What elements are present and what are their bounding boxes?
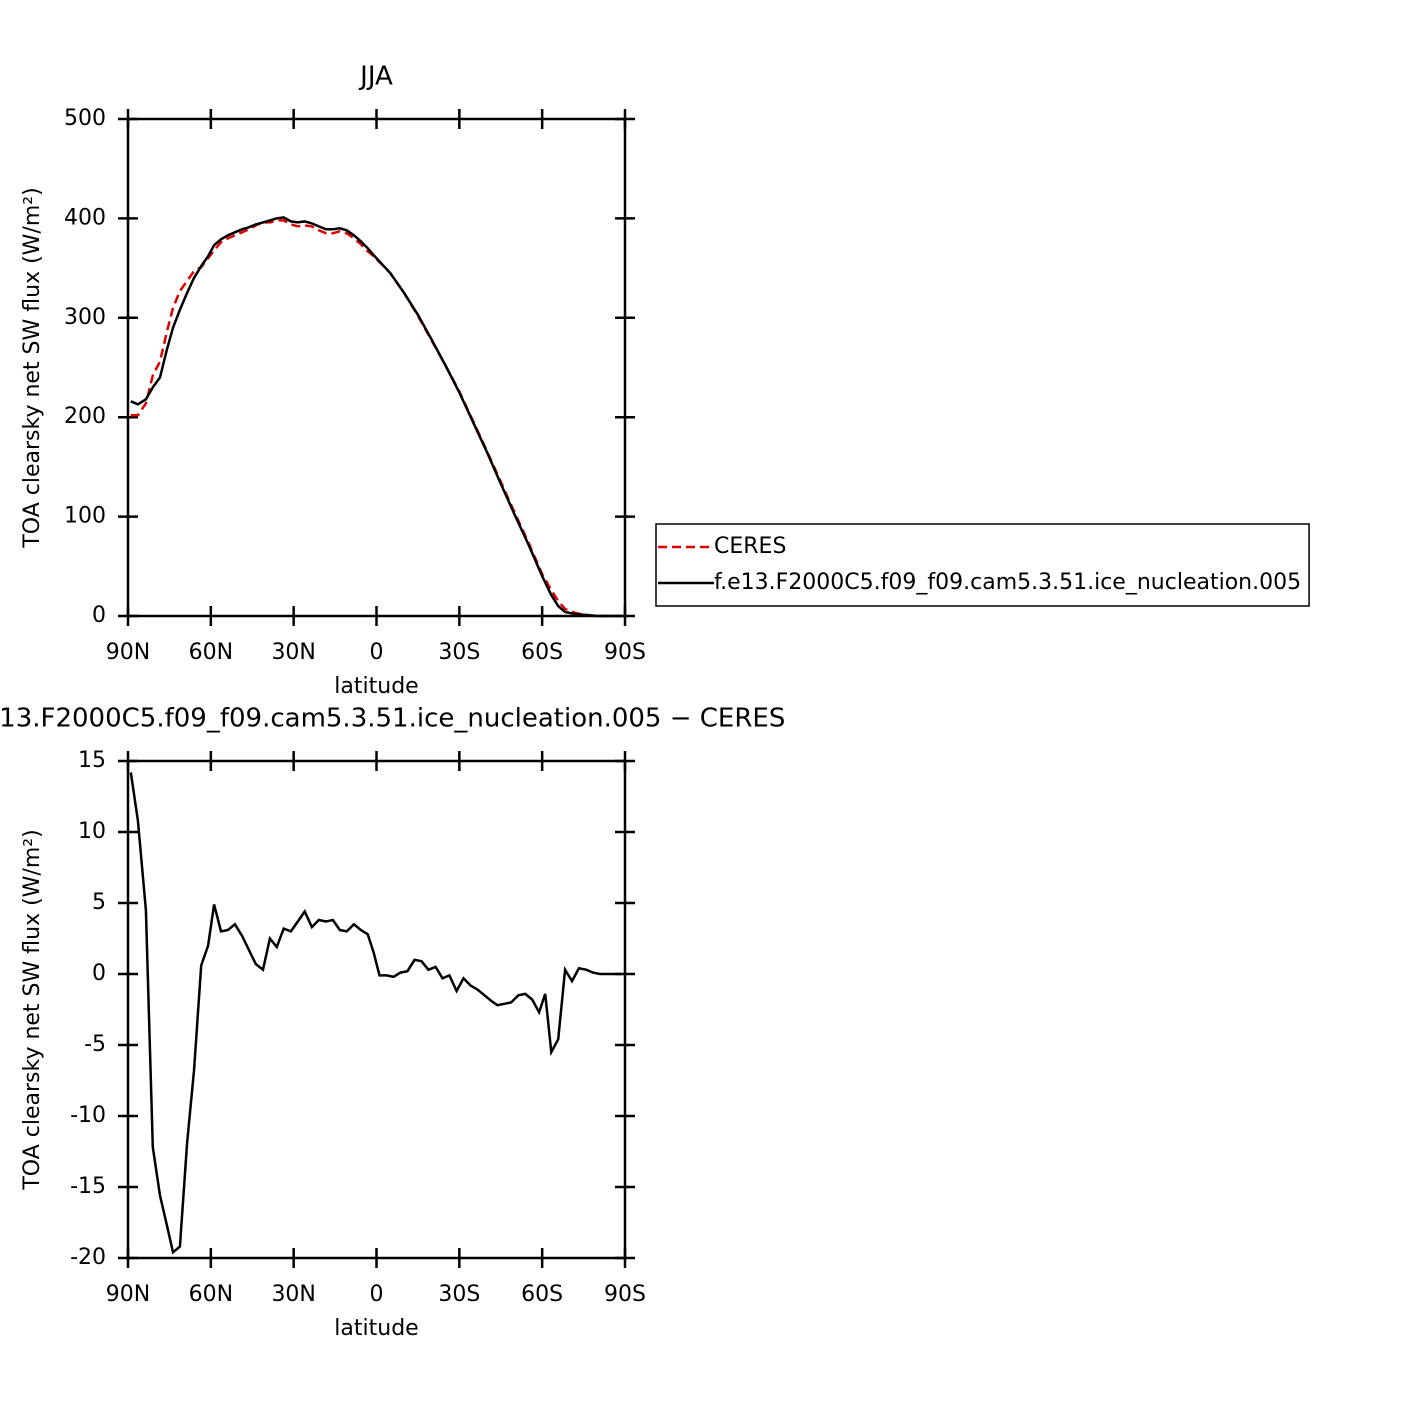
y-tick-label: 5 [92,890,106,915]
y-tick-label: -10 [70,1103,106,1128]
x-axis-label: latitude [334,1316,418,1341]
y-tick-label: 200 [64,404,106,429]
chart-title: f.e13.F2000C5.f09_f09.cam5.3.51.ice_nucl… [0,704,785,734]
plot-frame [126,759,627,1260]
y-axis-label: TOA clearsky net SW flux (W/m²) [20,829,45,1190]
x-tick-label: 30N [271,640,315,665]
y-tick-label: -15 [70,1174,106,1199]
legend-label: CERES [714,534,786,559]
x-tick-label: 60S [521,1282,563,1307]
x-tick-label: 0 [370,1282,384,1307]
y-axis-label: TOA clearsky net SW flux (W/m²) [20,187,45,548]
y-tick-label: 400 [64,205,106,230]
legend-box [655,523,1310,607]
y-tick-label: -20 [70,1245,106,1270]
y-tick-label: 0 [92,603,106,628]
series-line [130,216,623,618]
y-tick-label: -5 [84,1032,106,1057]
x-tick-label: 90N [106,1282,150,1307]
x-tick-label: 60S [521,640,563,665]
series-line [129,772,621,1255]
x-tick-label: 90S [604,640,646,665]
x-tick-label: 30N [271,1282,315,1307]
plot-frame [126,117,627,618]
y-tick-label: 100 [64,504,106,529]
x-tick-label: 0 [370,640,384,665]
x-tick-label: 60N [189,640,233,665]
x-tick-label: 90S [604,1282,646,1307]
series-line [130,219,623,618]
legend-label: f.e13.F2000C5.f09_f09.cam5.3.51.ice_nucl… [714,570,1301,595]
x-axis-label: latitude [334,674,418,699]
x-tick-label: 60N [189,1282,233,1307]
y-tick-label: 0 [92,961,106,986]
x-tick-label: 30S [438,640,480,665]
y-tick-label: 500 [64,106,106,131]
y-tick-label: 300 [64,305,106,330]
x-tick-label: 30S [438,1282,480,1307]
y-tick-label: 15 [78,748,106,773]
chart-title: JJA [358,62,393,92]
x-tick-label: 90N [106,640,150,665]
y-tick-label: 10 [78,819,106,844]
